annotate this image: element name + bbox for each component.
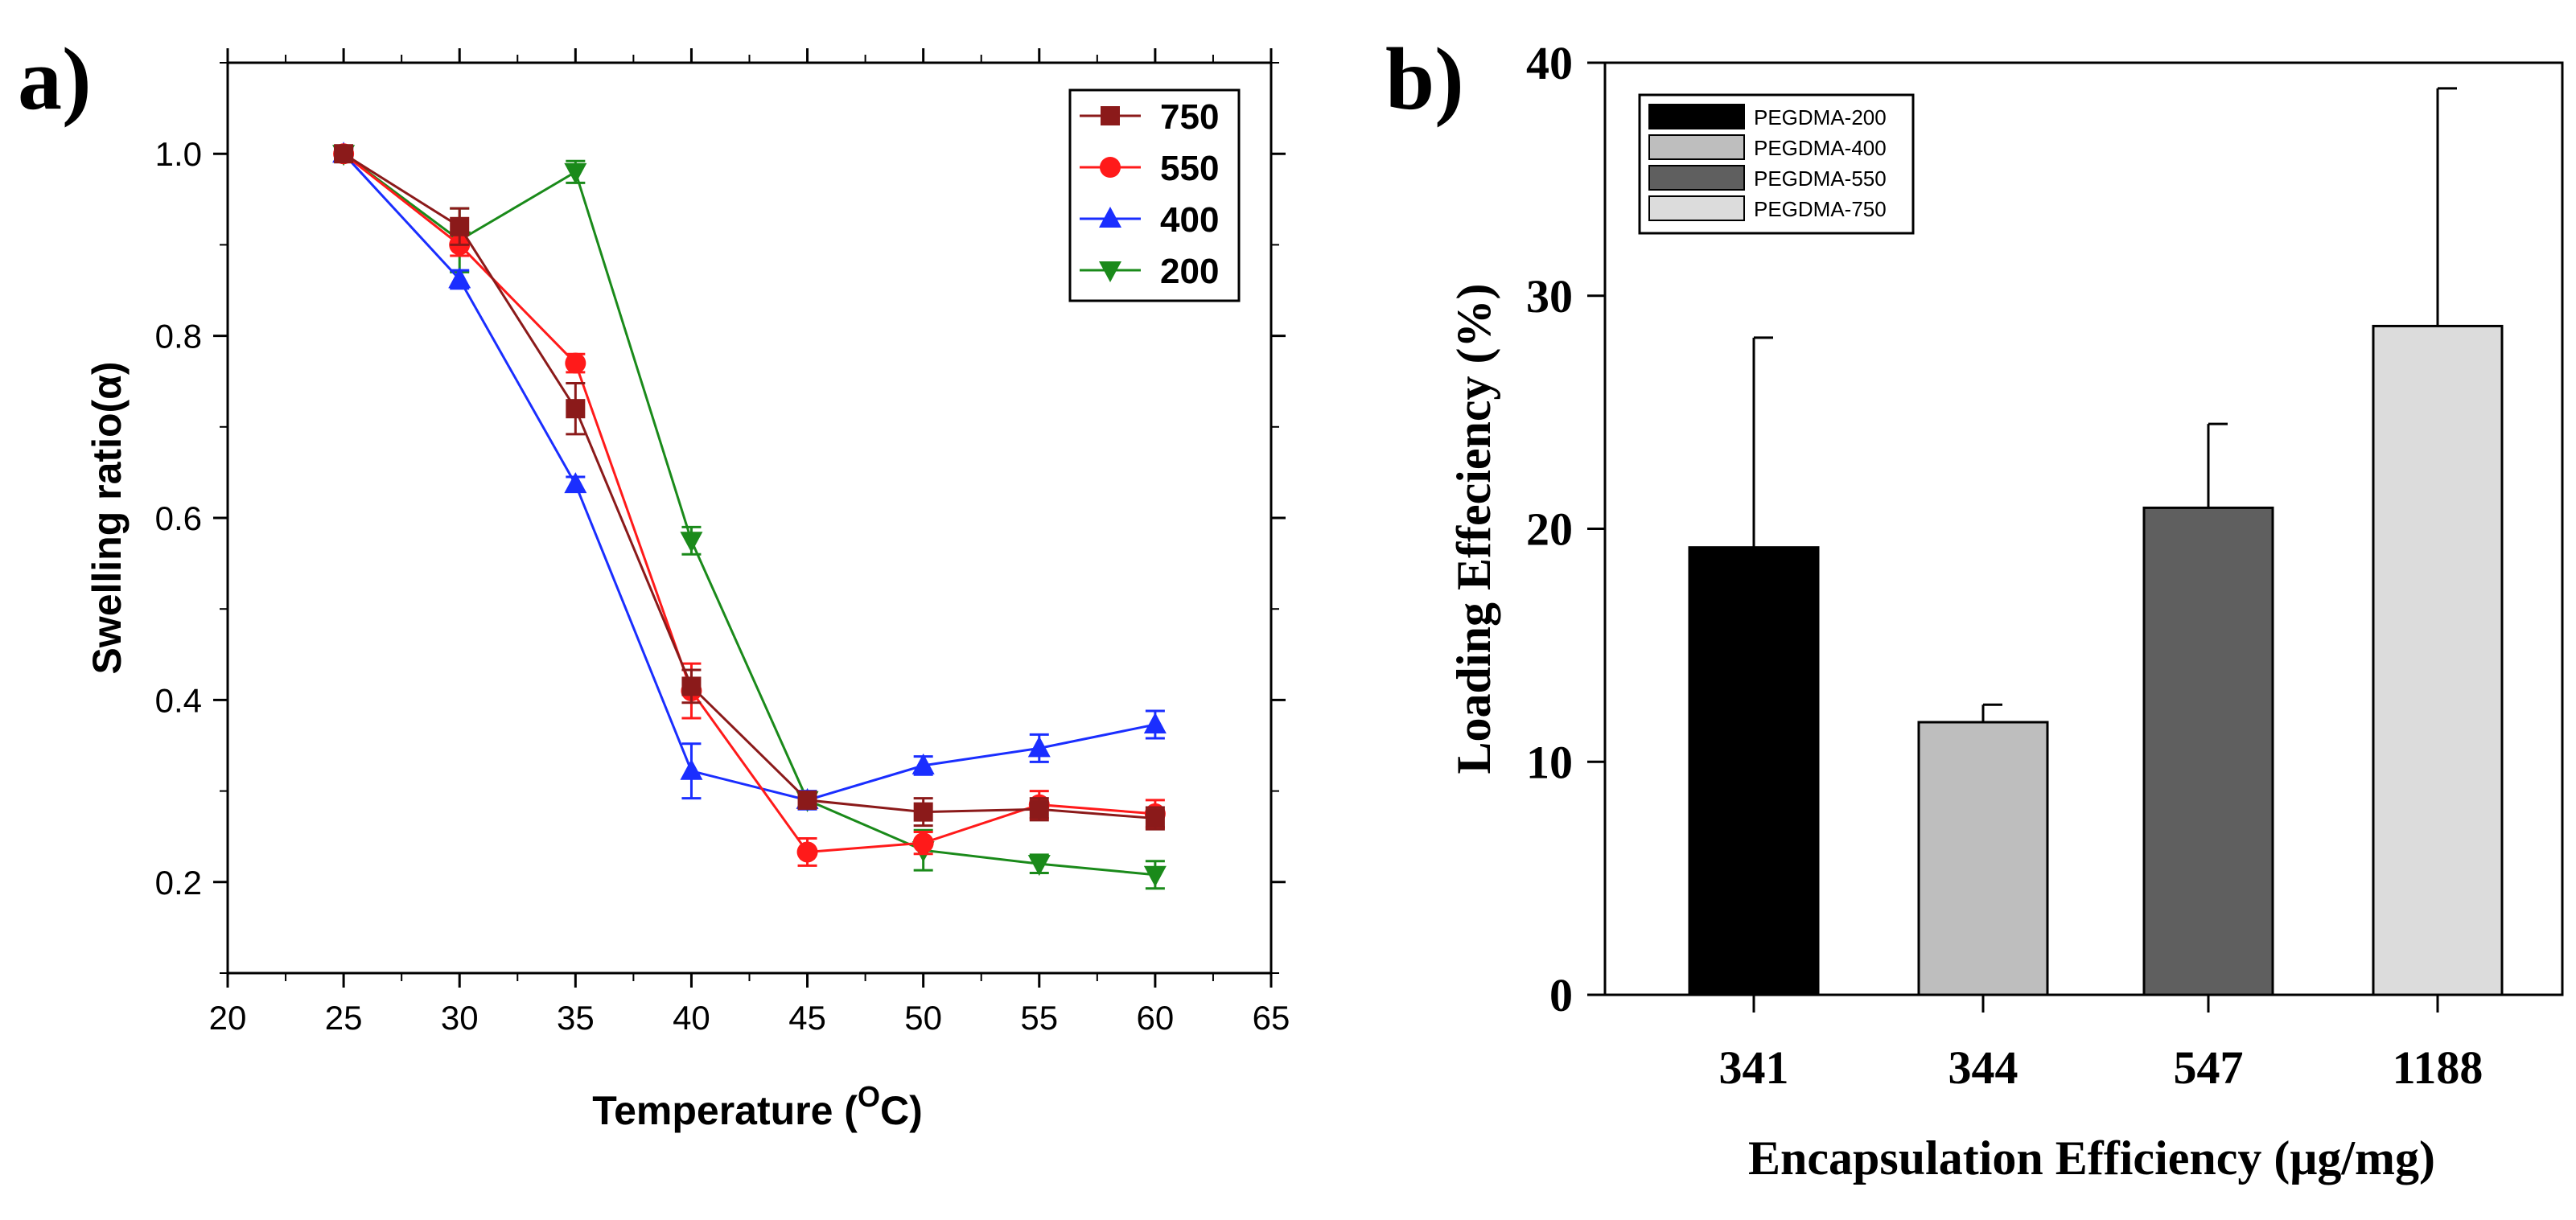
y-tick-label: 30 — [1526, 270, 1573, 322]
legend-box-a — [1068, 88, 1241, 302]
x-tick-label: 25 — [325, 999, 363, 1037]
legend-b: PEGDMA-200 PEGDMA-400 PEGDMA-550 PEGDMA-750 — [1638, 93, 1915, 235]
series-750 — [334, 144, 1165, 831]
data-point-750 — [450, 216, 470, 236]
legend-marker-750 — [1101, 106, 1120, 125]
x-tick-label: 341 — [1719, 1041, 1789, 1094]
data-point-750 — [1145, 808, 1165, 828]
data-point-400 — [680, 758, 703, 780]
panel-label-a: a) — [18, 30, 92, 128]
series-550 — [333, 143, 1166, 867]
data-point-550 — [796, 841, 818, 863]
data-point-200 — [1027, 855, 1051, 877]
x-tick-label: 40 — [673, 999, 710, 1037]
x-tick-label: 1188 — [2393, 1041, 2483, 1094]
legend-a: 750 550 400 200 — [1068, 88, 1241, 302]
legend-label-400: 400 — [1160, 200, 1219, 240]
series-line-400 — [343, 153, 1156, 802]
series-line-550 — [343, 153, 1156, 854]
bar-547 — [2142, 506, 2274, 996]
y-tick-label: 0 — [1549, 969, 1573, 1021]
data-point-750 — [681, 676, 702, 696]
chart-b-loading-efficiency: b) 0 10 20 30 40 341 344 547 1188 Encapsulation Ef… — [1385, 30, 2564, 1185]
legend-marker-400 — [1099, 207, 1121, 228]
bar-1188 — [2372, 324, 2504, 996]
legend-label-4: PEGDMA-750 — [1754, 197, 1887, 221]
x-tick-label: 547 — [2174, 1041, 2244, 1094]
data-point-200 — [564, 162, 587, 184]
series-line-750 — [343, 152, 1156, 820]
data-point-400 — [448, 267, 471, 289]
legend-label-750: 750 — [1160, 97, 1219, 137]
data-point-750 — [797, 790, 817, 810]
legend-label-550: 550 — [1160, 149, 1219, 188]
legend-label-200: 200 — [1160, 252, 1219, 291]
data-point-550 — [565, 352, 586, 374]
x-tick-label: 55 — [1020, 999, 1058, 1037]
series-line-200 — [343, 152, 1156, 877]
data-point-200 — [1143, 865, 1167, 887]
data-point-750 — [1029, 799, 1049, 819]
panel-label-b: b) — [1385, 30, 1464, 128]
y-axis-label: Swelling ratio(α) — [84, 361, 130, 674]
data-point-400 — [1027, 736, 1051, 758]
series-400 — [332, 142, 1167, 811]
y-tick-label: 1.0 — [155, 135, 202, 173]
x-tick-label: 20 — [209, 999, 247, 1037]
x-tick-label: 45 — [788, 999, 826, 1037]
x-tick-label: 65 — [1253, 999, 1290, 1037]
legend-label-1: PEGDMA-200 — [1754, 105, 1887, 129]
data-point-200 — [680, 532, 703, 553]
legend-swatch-4 — [1648, 195, 1745, 221]
data-point-750 — [334, 144, 354, 164]
data-point-750 — [566, 399, 586, 419]
x-axis-label: Temperature (OC) — [592, 1080, 923, 1133]
legend-marker-200 — [1099, 261, 1121, 282]
bar-341 — [1688, 546, 1820, 996]
x-tick-label: 35 — [557, 999, 595, 1037]
y-axis-label: Loading Effeciency (%) — [1447, 284, 1500, 774]
legend-swatch-1 — [1648, 104, 1745, 129]
legend-label-2: PEGDMA-400 — [1754, 136, 1887, 160]
data-point-400 — [1143, 712, 1167, 733]
legend-swatch-3 — [1648, 165, 1745, 191]
legend-marker-550 — [1100, 157, 1121, 178]
x-tick-label: 50 — [904, 999, 942, 1037]
data-point-400 — [911, 753, 935, 774]
y-tick-label: 0.6 — [155, 499, 202, 537]
x-tick-label: 344 — [1948, 1041, 2018, 1094]
legend-swatch-2 — [1648, 134, 1745, 160]
x-axis-label: Encapsulation Efficiency (μg/mg) — [1748, 1132, 2435, 1185]
y-tick-label: 0.4 — [155, 681, 202, 719]
y-tick-label: 40 — [1526, 37, 1573, 89]
x-tick-label: 60 — [1137, 999, 1175, 1037]
y-tick-label: 0.2 — [155, 864, 202, 902]
y-tick-label: 10 — [1526, 736, 1573, 788]
x-tick-label: 30 — [441, 999, 479, 1037]
bar-344 — [1917, 721, 2049, 996]
legend-label-3: PEGDMA-550 — [1754, 166, 1887, 191]
data-point-750 — [913, 802, 933, 822]
data-point-550 — [912, 832, 934, 854]
chart-a-swelling-ratio: a) 20 25 30 35 40 45 50 55 60 65 0.2 0.4 0.6 0.8 1.0 Tem… — [18, 30, 1290, 1133]
data-point-400 — [564, 472, 587, 494]
y-tick-label: 20 — [1526, 503, 1573, 556]
y-tick-label: 0.8 — [155, 318, 202, 355]
